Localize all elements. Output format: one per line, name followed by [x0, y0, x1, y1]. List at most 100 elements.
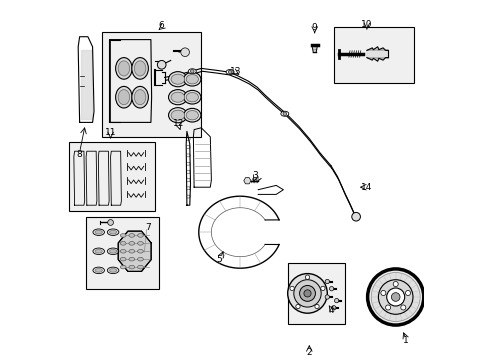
Ellipse shape: [183, 72, 201, 86]
Bar: [102, 32, 201, 137]
Ellipse shape: [171, 110, 184, 120]
Ellipse shape: [109, 249, 117, 253]
Text: 8: 8: [77, 150, 82, 159]
Circle shape: [293, 280, 321, 307]
Ellipse shape: [171, 92, 184, 102]
Ellipse shape: [186, 93, 198, 102]
Text: 12: 12: [173, 120, 184, 129]
Circle shape: [392, 282, 397, 287]
Ellipse shape: [118, 61, 129, 76]
Circle shape: [320, 286, 325, 291]
Ellipse shape: [168, 90, 187, 105]
Text: 7: 7: [145, 223, 151, 232]
Circle shape: [370, 273, 419, 321]
Circle shape: [386, 288, 404, 306]
Circle shape: [405, 291, 410, 296]
Ellipse shape: [129, 257, 134, 261]
Ellipse shape: [115, 86, 132, 108]
Ellipse shape: [132, 86, 148, 108]
Ellipse shape: [225, 69, 234, 75]
Ellipse shape: [168, 108, 187, 123]
Ellipse shape: [129, 242, 134, 245]
Bar: [287, 263, 345, 324]
Ellipse shape: [183, 108, 201, 122]
Circle shape: [305, 275, 309, 279]
Circle shape: [107, 220, 113, 225]
Circle shape: [299, 285, 315, 301]
Polygon shape: [81, 50, 91, 119]
Polygon shape: [244, 177, 250, 184]
Ellipse shape: [93, 267, 104, 274]
Circle shape: [367, 269, 423, 325]
Circle shape: [287, 274, 326, 313]
Ellipse shape: [95, 269, 102, 272]
Text: 9: 9: [311, 23, 317, 32]
Ellipse shape: [188, 69, 196, 74]
Circle shape: [181, 48, 189, 57]
Ellipse shape: [107, 267, 119, 274]
Text: 2: 2: [306, 348, 311, 356]
Ellipse shape: [132, 58, 148, 79]
Text: 10: 10: [361, 20, 372, 29]
Circle shape: [190, 69, 194, 73]
Ellipse shape: [120, 257, 126, 261]
Polygon shape: [366, 47, 387, 61]
Ellipse shape: [109, 269, 117, 272]
Circle shape: [378, 280, 412, 314]
Circle shape: [380, 291, 385, 296]
Text: 1: 1: [402, 336, 408, 345]
Bar: [333, 27, 413, 83]
Circle shape: [390, 293, 399, 301]
Polygon shape: [118, 231, 151, 271]
Bar: [86, 217, 159, 289]
Ellipse shape: [115, 58, 132, 79]
Circle shape: [295, 304, 300, 309]
Ellipse shape: [171, 74, 184, 84]
Text: 13: 13: [229, 67, 241, 76]
Ellipse shape: [137, 257, 143, 261]
Ellipse shape: [129, 234, 134, 237]
Circle shape: [351, 212, 360, 221]
Text: 6: 6: [159, 21, 164, 30]
Ellipse shape: [183, 90, 201, 104]
Circle shape: [303, 290, 310, 297]
Ellipse shape: [134, 90, 145, 105]
Bar: [69, 142, 155, 211]
Ellipse shape: [120, 249, 126, 253]
Ellipse shape: [186, 75, 198, 84]
Ellipse shape: [95, 249, 102, 253]
Ellipse shape: [168, 72, 187, 87]
Text: 3: 3: [252, 171, 258, 180]
Ellipse shape: [280, 111, 288, 116]
Ellipse shape: [137, 242, 143, 245]
Circle shape: [325, 279, 329, 284]
Ellipse shape: [134, 61, 145, 76]
Ellipse shape: [118, 90, 129, 105]
Circle shape: [314, 304, 319, 309]
Ellipse shape: [109, 230, 117, 234]
Ellipse shape: [186, 111, 198, 120]
Ellipse shape: [137, 249, 143, 253]
Circle shape: [400, 305, 405, 310]
Ellipse shape: [120, 234, 126, 237]
Circle shape: [157, 60, 166, 69]
Circle shape: [289, 286, 294, 291]
Ellipse shape: [93, 229, 104, 235]
Ellipse shape: [95, 230, 102, 234]
Circle shape: [334, 298, 338, 303]
Text: 5: 5: [216, 255, 222, 264]
Ellipse shape: [129, 249, 134, 253]
Ellipse shape: [107, 248, 119, 255]
Circle shape: [283, 112, 286, 116]
Ellipse shape: [120, 265, 126, 269]
Ellipse shape: [120, 242, 126, 245]
Circle shape: [329, 287, 333, 291]
Ellipse shape: [93, 248, 104, 255]
Ellipse shape: [129, 265, 134, 269]
Text: 11: 11: [104, 128, 116, 137]
Ellipse shape: [137, 234, 143, 237]
Text: 4: 4: [327, 306, 333, 315]
Circle shape: [385, 305, 390, 310]
Ellipse shape: [107, 229, 119, 235]
Circle shape: [228, 70, 231, 74]
